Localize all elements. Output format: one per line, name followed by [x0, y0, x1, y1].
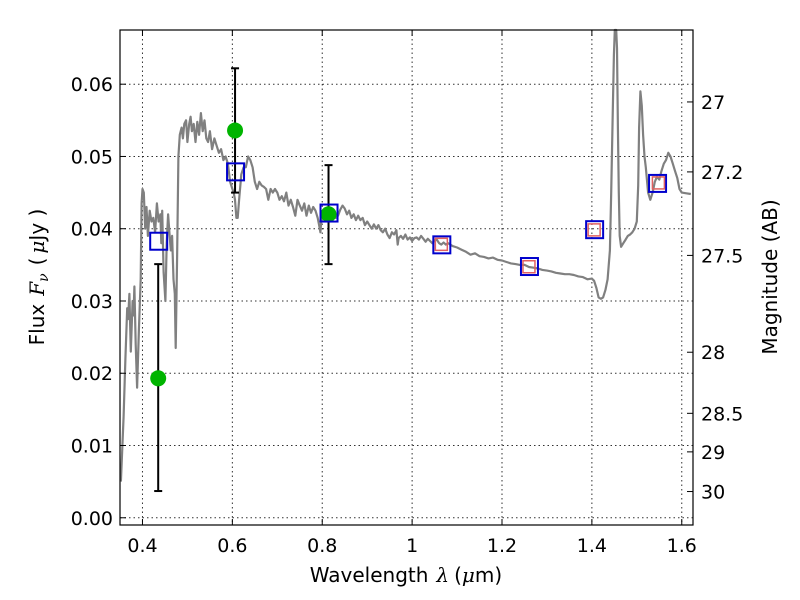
y2-tick-label: 27.2 — [701, 162, 743, 184]
model-point — [149, 231, 169, 251]
y2-axis-title: Magnitude (AB) — [758, 199, 782, 354]
model-point — [648, 173, 668, 193]
y2-tick-label: 27.5 — [701, 245, 743, 267]
y2-tick-label: 28 — [701, 342, 725, 364]
y-axis-unit-left: ( — [25, 258, 49, 266]
x-tick-label: 0.4 — [127, 535, 157, 557]
inner-model-point — [434, 237, 449, 252]
x-axis-label: Wavelength — [310, 563, 429, 587]
y-axis-symbol: F — [25, 281, 49, 297]
x-tick-label: 0.6 — [217, 535, 247, 557]
y2-tick-label: 28.5 — [701, 403, 743, 425]
x-tick-label: 1.4 — [577, 535, 607, 557]
y-axis-subscript: ν — [36, 273, 52, 282]
spectrum-layer — [119, 28, 691, 482]
y-tick-label: 0.05 — [71, 146, 113, 168]
model-point — [585, 220, 605, 240]
y-tick-label: 0.06 — [71, 74, 113, 96]
inner-model-point — [587, 223, 601, 237]
x-tick-label: 1 — [406, 535, 418, 557]
x-axis-unit-mu: μ — [462, 563, 475, 587]
y-axis-unit-mu: μ — [25, 241, 49, 254]
observed-point — [320, 206, 337, 223]
y2-tick-label: 27 — [701, 92, 725, 114]
model-photometry-points — [149, 162, 668, 277]
x-tick-label: 0.8 — [307, 535, 337, 557]
y-tick-label: 0.02 — [71, 363, 113, 385]
plot-frame — [119, 29, 694, 526]
inner-model-point — [651, 176, 666, 190]
model-spectrum-line — [119, 28, 691, 482]
x-axis-unit-left: ( — [454, 563, 462, 587]
x-axis-ticks: 0.4 0.6 0.8 1 1.2 1.4 1.6 — [127, 30, 697, 557]
y-tick-label: 0.04 — [71, 219, 113, 241]
y2-tick-label: 30 — [701, 482, 725, 504]
observed-photometry-points — [150, 122, 337, 387]
x-axis-title: Wavelength λ (μm) — [310, 563, 502, 587]
x-axis-unit-right: m) — [475, 563, 502, 587]
y-axis-label: Flux — [25, 304, 49, 346]
y-axis-ticks: 0.00 0.01 0.02 0.03 0.04 0.05 0.06 — [71, 74, 126, 530]
model-point — [319, 203, 339, 223]
y-tick-label: 0.01 — [71, 436, 113, 458]
y-axis-title: Flux Fν ( μJy ) — [25, 209, 52, 346]
y-tick-label: 0.00 — [71, 508, 113, 530]
y-axis-unit-right: Jy ) — [25, 209, 49, 243]
gridlines — [120, 30, 693, 525]
x-tick-label: 1.6 — [667, 535, 697, 557]
model-point — [226, 162, 246, 182]
x-axis-symbol: λ — [435, 563, 449, 587]
inner-model-point — [522, 259, 536, 274]
y-tick-label: 0.03 — [71, 291, 113, 313]
model-point — [519, 257, 539, 277]
observed-point — [227, 122, 244, 139]
model-point — [432, 235, 452, 255]
y2-tick-label: 29 — [701, 442, 725, 464]
observed-point — [150, 370, 167, 387]
x-tick-label: 1.2 — [487, 535, 517, 557]
y2-axis-ticks: 27 27.2 27.5 28 28.5 29 30 — [687, 92, 743, 504]
